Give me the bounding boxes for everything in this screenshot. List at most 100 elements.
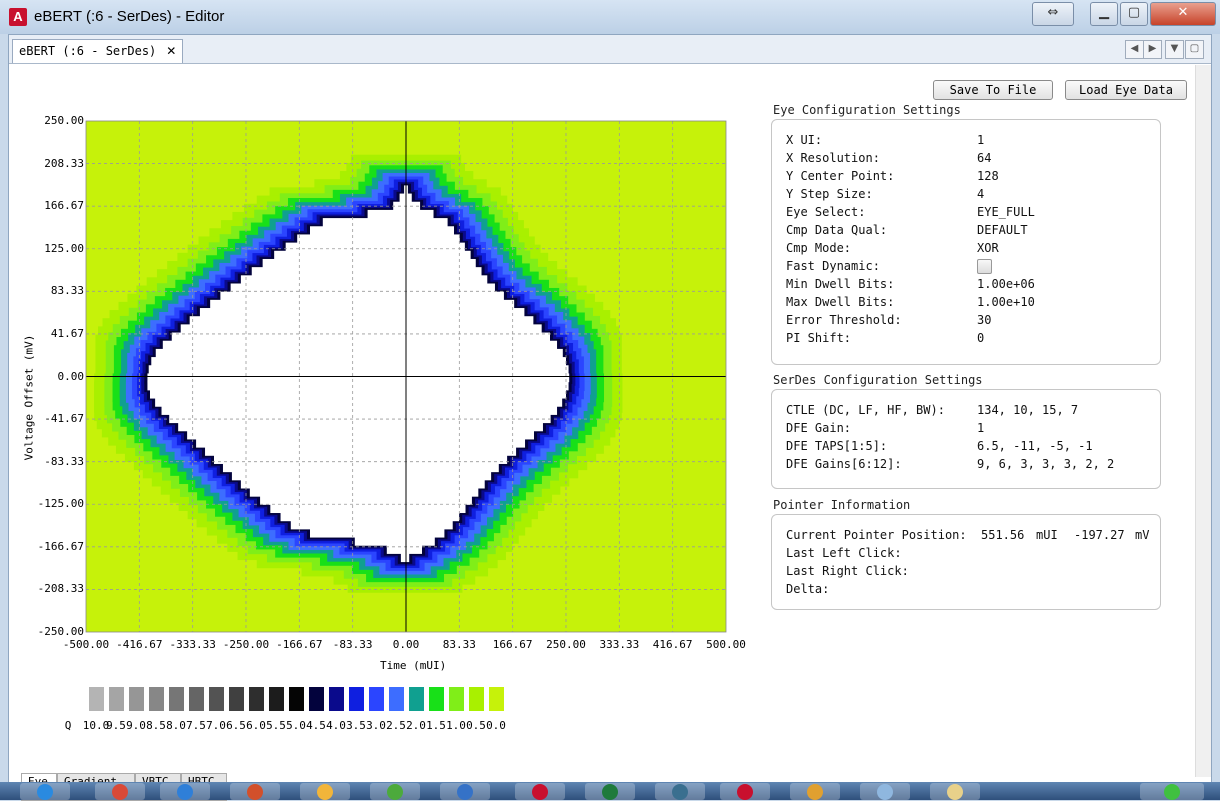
q-swatch-label: 4.0 [326,719,346,732]
q-swatch-label: 7.5 [186,719,206,732]
serdes-config-label: DFE Gain: [786,421,852,435]
q-swatch [409,687,424,711]
os-taskbar [0,782,1220,800]
tray-app-icon[interactable] [1140,783,1204,800]
maximize-editor-icon[interactable]: ▢ [1185,40,1204,59]
eye-opening-cell [310,528,445,538]
q-swatch-label: 2.0 [406,719,426,732]
mail-icon[interactable] [930,783,980,800]
q-swatch [349,687,364,711]
y-axis-title: Voltage Offset (mV) [22,334,36,461]
eye-opening-cell [285,242,465,252]
x-tick-label: 333.33 [599,638,640,651]
x-tick-label: 83.33 [442,638,476,651]
eye-opening-cell [400,553,410,563]
x-tick-label: 250.00 [546,638,586,651]
y-tick-label: 83.33 [50,284,84,298]
maximize-button[interactable]: ▢ [1120,2,1148,26]
x-axis-title: Time (mUI) [380,659,447,672]
notepad-icon[interactable] [860,783,910,800]
eye-config-label: Error Threshold: [786,313,902,327]
outlook-icon[interactable] [300,783,350,800]
current-pointer-x: 551.56 [981,528,1025,542]
eye-opening-cell [171,332,550,342]
eye-opening-cell [147,373,570,383]
tab-list-dropdown-icon[interactable]: ▼ [1165,40,1184,59]
app-logo-icon: A [9,8,27,26]
close-tab-icon[interactable]: ✕ [166,44,177,58]
y-tick-label: -250.00 [37,625,84,638]
x-tick-label: 166.67 [492,638,533,651]
network-app-icon[interactable] [370,783,420,800]
y-tick-label: -41.67 [44,412,84,426]
x-tick-label: 416.67 [652,638,693,651]
q-swatch [109,687,124,711]
eye-opening-cell [180,324,542,334]
serdes-config-group [771,389,1161,489]
eye-config-value: DEFAULT [977,223,1028,237]
start-orb-icon[interactable] [20,783,70,800]
eye-opening-cell [270,504,466,514]
editor-client-area: eBERT (:6 - SerDes) ✕ ◀ ▶ ▼ ▢ Save To Fil… [8,34,1212,801]
eye-opening-cell [240,479,485,489]
eye-diagram-chart[interactable] [9,95,749,735]
fast-dynamic-checkbox[interactable] [977,259,992,274]
close-window-button[interactable]: ✕ [1150,2,1216,26]
editor-tab[interactable]: eBERT (:6 - SerDes) ✕ [12,39,184,63]
q-swatch-label: 9.5 [106,719,126,732]
app-swirl-icon[interactable] [790,783,840,800]
ie-icon[interactable] [160,783,210,800]
q-swatch [389,687,404,711]
y-tick-label: -166.67 [37,539,84,553]
q-swatch [209,687,224,711]
excel-icon[interactable] [585,783,635,800]
powerpoint-icon[interactable] [230,783,280,800]
chrome-icon[interactable] [95,783,145,800]
q-swatch [309,687,324,711]
serdes-config-value: 1 [977,421,985,435]
eye-config-label: PI Shift: [786,331,852,345]
next-tab-icon[interactable]: ▶ [1143,40,1162,59]
editor-tab-label: eBERT (:6 - SerDes) [19,44,157,58]
resize-arrows-icon[interactable]: ⇔ [1032,2,1074,26]
eye-opening-cell [297,234,460,244]
eye-opening [147,185,570,563]
serdes-config-label: DFE TAPS[1:5]: [786,439,888,453]
ebert-app-icon[interactable] [720,783,770,800]
q-swatch-label: 5.5 [266,719,286,732]
vertical-scrollbar[interactable] [1195,65,1211,777]
q-swatch-label: 9.0 [126,719,146,732]
prev-tab-icon[interactable]: ◀ [1125,40,1144,59]
editor-tab-strip: eBERT (:6 - SerDes) ✕ ◀ ▶ ▼ ▢ [9,35,1211,64]
eye-opening-cell [240,275,488,285]
q-swatch [189,687,204,711]
q-swatch-label: 4.5 [306,719,326,732]
eye-config-value: 128 [977,169,999,183]
q-swatch [229,687,244,711]
q-swatch-label: 6.5 [226,719,246,732]
serdes-config-label: CTLE (DC, LF, HF, BW): [786,403,945,417]
eye-opening-cell [161,406,558,415]
eye-config-label: Min Dwell Bits: [786,277,895,291]
eye-opening-cell [260,496,472,505]
last-left-click-label: Last Left Click: [786,546,902,560]
q-swatch-label: 0.0 [486,719,506,732]
eye-config-label: X Resolution: [786,151,880,165]
load-eye-data-button[interactable]: Load Eye Data [1065,80,1187,100]
eye-opening-cell [150,389,566,399]
desktop-icon[interactable] [655,783,705,800]
plot-border [85,120,727,633]
y-tick-label: -83.33 [44,454,84,468]
serdes-config-label: DFE Gains[6:12]: [786,457,902,471]
x-tick-label: -250.00 [222,638,270,651]
save-to-file-button[interactable]: Save To File [933,80,1053,100]
eye-config-label: X UI: [786,133,823,147]
explorer-icon[interactable] [440,783,490,800]
minimize-button[interactable]: ▁ [1090,2,1118,26]
pdf-icon[interactable] [515,783,565,800]
q-swatch-label: 8.0 [166,719,186,732]
eye-config-label: Cmp Data Qual: [786,223,888,237]
q-swatch-label: 1.0 [446,719,466,732]
y-tick-label: 41.67 [50,326,84,340]
q-swatch-label: 5.0 [286,719,306,732]
